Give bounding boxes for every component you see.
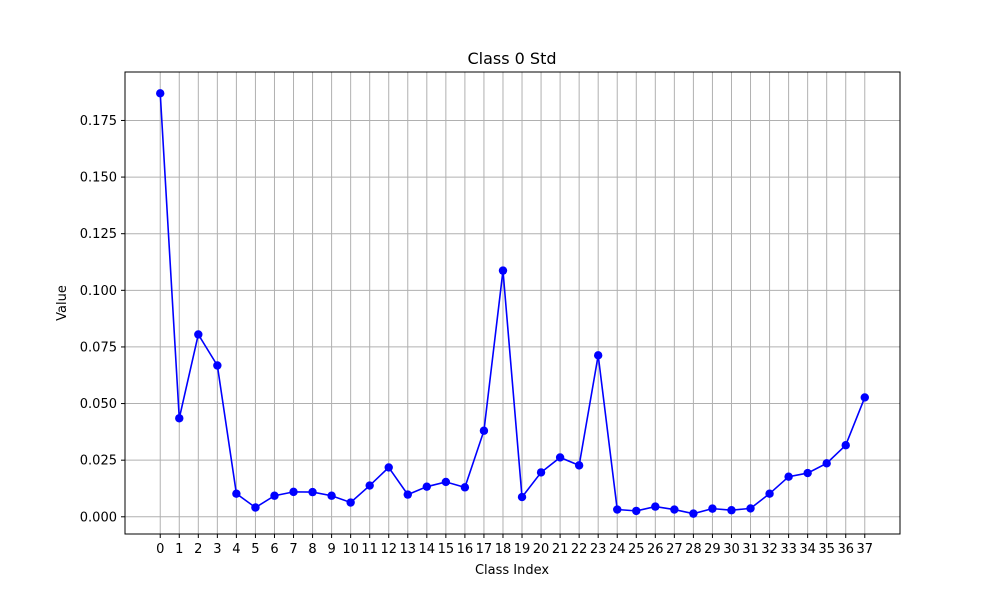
x-tick-label: 1 xyxy=(175,542,183,557)
x-tick-label: 4 xyxy=(232,542,240,557)
data-point xyxy=(498,266,508,275)
x-tick-label: 26 xyxy=(647,542,664,557)
grid-lines xyxy=(125,72,900,534)
data-point xyxy=(327,491,336,500)
data-point xyxy=(384,463,393,472)
x-tick-label: 34 xyxy=(799,542,816,557)
plot-frame xyxy=(124,71,901,535)
x-tick-label: 18 xyxy=(495,542,512,557)
data-point xyxy=(651,502,660,511)
data-point xyxy=(746,504,755,513)
data-point xyxy=(194,330,203,339)
data-point xyxy=(213,361,222,370)
data-point xyxy=(460,483,470,492)
data-point xyxy=(860,393,869,402)
x-tick-label: 27 xyxy=(666,542,683,557)
x-tick-label: 36 xyxy=(837,542,854,557)
data-point xyxy=(841,441,850,450)
data-point xyxy=(574,461,584,470)
x-tick-label: 16 xyxy=(457,542,474,557)
data-point xyxy=(765,489,774,498)
y-axis-ticks: 0.000 0.025 0.050 0.075 0.100 0.125 0.150 0.175 xyxy=(80,114,125,525)
data-point xyxy=(403,490,412,499)
x-tick-label: 9 xyxy=(327,542,335,557)
y-tick-label: 0.150 xyxy=(80,171,117,186)
series-line xyxy=(159,93,866,515)
x-tick-label: 33 xyxy=(780,542,797,557)
data-point xyxy=(613,505,622,514)
y-tick-label: 0.000 xyxy=(80,510,117,525)
x-tick-label: 19 xyxy=(514,542,531,557)
data-point xyxy=(593,351,603,360)
data-point xyxy=(822,459,831,468)
x-tick-label: 2 xyxy=(194,542,202,557)
y-tick-label: 0.075 xyxy=(80,340,117,355)
data-point xyxy=(517,492,527,502)
x-tick-label: 15 xyxy=(438,542,455,557)
x-tick-label: 14 xyxy=(419,542,436,557)
y-tick-label: 0.125 xyxy=(80,227,117,242)
data-point xyxy=(422,482,432,491)
x-tick-label: 31 xyxy=(742,542,759,557)
x-tick-label: 24 xyxy=(609,542,626,557)
data-point xyxy=(555,453,565,462)
data-point xyxy=(727,506,736,515)
series-line-layer xyxy=(159,93,866,515)
y-tick-label: 0.175 xyxy=(80,114,117,129)
x-tick-label: 13 xyxy=(399,542,416,557)
y-tick-label: 0.100 xyxy=(80,284,117,299)
chart-title: Class 0 Std xyxy=(467,49,556,68)
x-tick-label: 25 xyxy=(628,542,645,557)
x-tick-label: 6 xyxy=(270,542,278,557)
x-tick-label: 29 xyxy=(704,542,721,557)
data-point xyxy=(479,426,489,435)
x-tick-label: 21 xyxy=(552,542,569,557)
x-tick-label: 12 xyxy=(380,542,397,557)
data-point xyxy=(670,505,679,514)
x-tick-label: 20 xyxy=(533,542,550,557)
data-point xyxy=(441,477,451,487)
x-tick-label: 37 xyxy=(856,542,873,557)
x-tick-label: 5 xyxy=(251,542,259,557)
data-points xyxy=(156,89,869,518)
x-tick-label: 23 xyxy=(590,542,607,557)
data-point xyxy=(175,414,184,423)
data-point xyxy=(270,491,279,500)
x-tick-label: 35 xyxy=(818,542,835,557)
data-point xyxy=(365,481,374,490)
x-tick-label: 8 xyxy=(308,542,316,557)
x-tick-label: 3 xyxy=(213,542,221,557)
data-point xyxy=(784,472,793,481)
x-tick-label: 11 xyxy=(361,542,378,557)
data-point xyxy=(536,468,546,477)
x-tick-label: 32 xyxy=(761,542,778,557)
x-tick-label: 7 xyxy=(289,542,297,557)
data-point xyxy=(708,504,717,513)
x-tick-label: 28 xyxy=(685,542,702,557)
x-axis-ticks: 0 1 2 3 4 5 6 7 8 9 10 11 12 13 14 15 16 17 18 19 20 21 22 23 24… xyxy=(156,534,873,557)
data-point xyxy=(689,509,698,518)
data-point xyxy=(308,487,317,497)
data-point xyxy=(346,498,355,507)
data-point xyxy=(632,506,641,516)
y-axis-label: Value xyxy=(55,285,70,321)
x-tick-label: 30 xyxy=(723,542,740,557)
y-tick-label: 0.025 xyxy=(80,454,117,469)
data-point xyxy=(803,468,812,478)
data-point xyxy=(156,89,165,98)
data-point xyxy=(251,503,260,512)
data-point xyxy=(232,489,241,498)
x-tick-label: 10 xyxy=(342,542,359,557)
data-point xyxy=(289,487,298,497)
x-axis-label: Class Index xyxy=(475,563,549,578)
y-tick-label: 0.050 xyxy=(80,397,117,412)
x-tick-label: 22 xyxy=(571,542,588,557)
x-tick-label: 0 xyxy=(156,542,164,557)
x-tick-label: 17 xyxy=(476,542,493,557)
